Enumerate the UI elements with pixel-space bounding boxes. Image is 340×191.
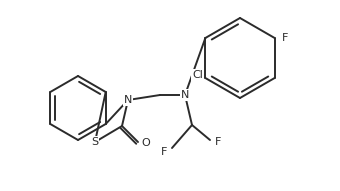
Text: O: O — [142, 138, 150, 148]
Text: Cl: Cl — [192, 70, 203, 80]
Text: F: F — [282, 33, 288, 43]
Text: F: F — [161, 147, 167, 157]
Text: N: N — [124, 95, 132, 105]
Text: S: S — [91, 137, 99, 147]
Text: F: F — [215, 137, 221, 147]
Text: N: N — [181, 90, 189, 100]
